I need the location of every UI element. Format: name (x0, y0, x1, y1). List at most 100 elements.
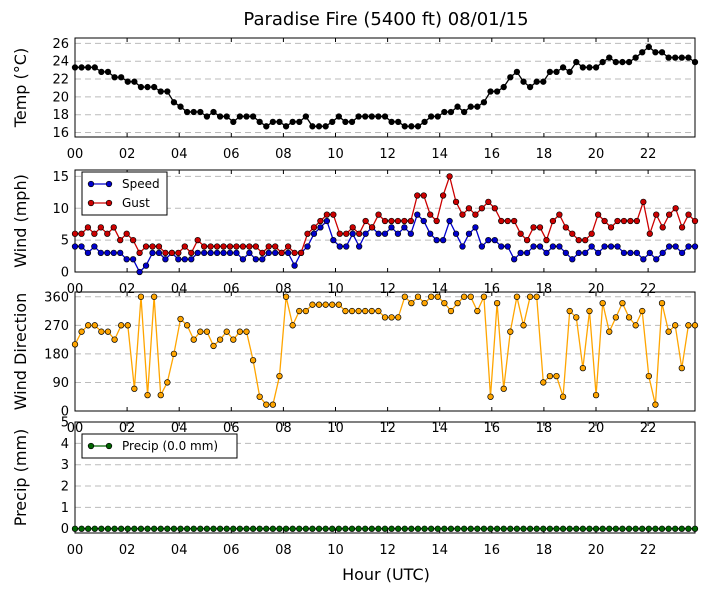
data-point-wind-0-84 (614, 243, 621, 250)
data-point-precip-0-14 (164, 525, 171, 532)
data-point-wind-1-29 (259, 249, 266, 257)
data-point-temp-0-31 (276, 118, 283, 125)
data-point-wind-0-92 (666, 243, 673, 250)
data-point-temp-0-86 (639, 49, 646, 56)
data-point-precip-0-7 (118, 525, 125, 532)
data-point-wind-1-78 (575, 236, 582, 244)
y-tick-label-precip-1: 1 (61, 501, 69, 516)
data-point-temp-0-0 (71, 64, 79, 71)
x-tick-label-direction-11: 22 (640, 421, 657, 436)
data-point-wind-0-74 (549, 243, 557, 250)
y-tick-label-direction-3: 270 (44, 319, 69, 334)
data-point-wind-0-6 (110, 249, 117, 257)
data-point-temp-0-37 (315, 123, 323, 130)
data-point-wind-0-93 (672, 243, 679, 250)
data-point-wind-1-59 (452, 198, 460, 206)
data-point-direction-0-8 (124, 322, 131, 329)
data-point-direction-0-58 (454, 299, 461, 307)
data-point-temp-0-1 (78, 64, 85, 71)
data-point-precip-0-52 (414, 525, 422, 532)
data-point-wind-0-55 (427, 230, 434, 237)
x-axis-label: Hour (UTC) (342, 565, 430, 584)
data-point-wind-1-76 (562, 224, 569, 231)
data-point-wind-1-69 (517, 230, 524, 237)
data-point-temp-0-74 (559, 64, 567, 71)
data-point-direction-0-29 (263, 401, 270, 408)
data-point-wind-1-37 (310, 224, 318, 231)
panel-wind: 0 5 10 15 00 02 04 06 08 10 12 14 16 18 20 22 Wind (mph)… (11, 169, 699, 297)
data-point-wind-1-40 (330, 211, 337, 218)
data-point-wind-1-17 (181, 243, 188, 250)
data-point-wind-0-14 (162, 256, 169, 263)
y-tick-label-precip-4: 4 (61, 437, 69, 452)
data-point-temp-0-46 (375, 113, 382, 120)
data-point-wind-0-58 (446, 217, 453, 225)
data-point-wind-0-73 (543, 249, 550, 257)
data-point-temp-0-71 (540, 78, 547, 85)
data-point-wind-1-52 (407, 217, 414, 225)
data-point-wind-0-7 (117, 249, 124, 257)
legend-label-wind-0: Speed (122, 177, 160, 191)
x-tick-label-direction-7: 14 (431, 421, 448, 436)
data-point-direction-0-18 (190, 336, 197, 343)
data-point-precip-0-50 (401, 525, 408, 532)
data-point-direction-0-46 (375, 307, 382, 315)
data-point-wind-0-91 (659, 249, 666, 257)
data-point-temp-0-9 (131, 78, 138, 85)
data-point-temp-0-64 (493, 88, 501, 95)
data-point-wind-1-50 (394, 217, 402, 225)
data-point-direction-0-22 (216, 336, 224, 343)
data-point-wind-0-86 (627, 249, 634, 257)
legend-marker-wind-0a (87, 180, 95, 188)
data-point-wind-1-20 (201, 243, 208, 250)
data-point-precip-0-34 (296, 525, 303, 532)
data-point-precip-0-57 (447, 525, 455, 532)
data-point-wind-0-75 (556, 243, 563, 250)
data-point-temp-0-33 (289, 118, 296, 125)
data-point-wind-1-93 (672, 205, 679, 212)
data-point-direction-0-94 (691, 322, 699, 329)
data-point-direction-0-47 (381, 314, 389, 321)
data-point-wind-1-18 (188, 249, 195, 257)
y-tick-label-wind-0: 0 (61, 266, 69, 281)
data-point-precip-0-58 (454, 525, 461, 532)
data-point-precip-0-17 (183, 525, 191, 532)
data-point-temp-0-21 (210, 108, 217, 116)
data-point-direction-0-15 (170, 350, 178, 358)
data-point-precip-0-25 (236, 525, 244, 532)
data-point-precip-0-88 (652, 525, 659, 532)
legend-wind (81, 171, 168, 216)
x-tick-label-temp-10: 20 (588, 147, 605, 162)
data-point-direction-0-68 (520, 322, 527, 329)
x-tick-label-precip-3: 06 (223, 543, 240, 558)
data-point-wind-1-68 (511, 217, 518, 225)
data-point-wind-1-88 (640, 198, 647, 206)
x-tick-label-precip-10: 20 (588, 543, 605, 558)
data-point-wind-0-31 (272, 249, 279, 257)
data-point-wind-1-64 (485, 198, 492, 206)
y-tick-label-precip-2: 2 (61, 480, 69, 495)
data-point-temp-0-91 (672, 54, 679, 61)
data-point-precip-0-6 (111, 525, 118, 532)
data-point-precip-0-28 (256, 525, 263, 532)
data-point-wind-0-8 (123, 256, 130, 263)
y-tick-label-wind-2: 10 (52, 202, 69, 217)
x-tick-label-direction-3: 06 (223, 421, 240, 436)
data-point-direction-0-7 (118, 322, 125, 329)
data-point-wind-1-8 (123, 230, 130, 237)
data-point-wind-0-69 (517, 249, 524, 257)
data-point-wind-1-57 (439, 192, 447, 199)
data-point-precip-0-54 (428, 525, 435, 532)
data-point-wind-0-18 (188, 256, 195, 263)
data-point-temp-0-84 (625, 58, 633, 66)
data-point-temp-0-54 (428, 113, 435, 120)
data-point-wind-0-43 (349, 230, 356, 237)
data-point-precip-0-30 (269, 525, 277, 532)
x-tick-label-temp-1: 02 (119, 147, 136, 162)
data-point-precip-0-63 (487, 525, 494, 532)
data-point-precip-0-2 (85, 525, 92, 532)
data-point-wind-1-65 (491, 205, 498, 212)
data-point-wind-0-16 (175, 256, 182, 263)
